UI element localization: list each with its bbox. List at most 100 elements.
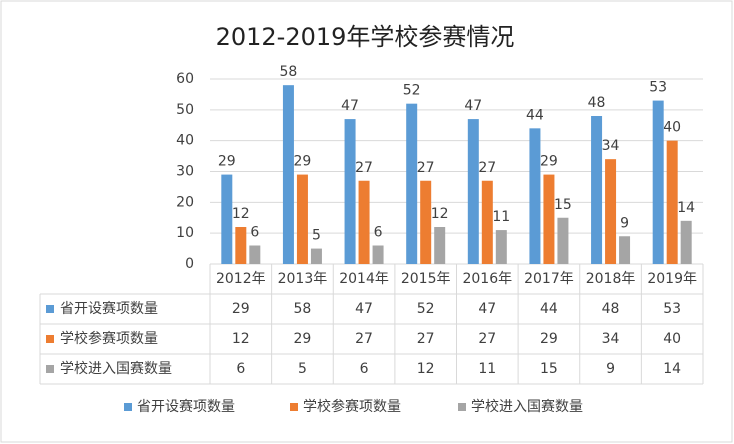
table-value: 52 xyxy=(417,301,435,317)
bar xyxy=(591,116,603,264)
bar xyxy=(481,180,493,264)
legend-key xyxy=(46,335,54,343)
bar xyxy=(310,248,322,264)
y-tick-label: 30 xyxy=(176,164,194,180)
data-label: 11 xyxy=(492,209,510,225)
table-value: 9 xyxy=(606,361,615,377)
data-label: 58 xyxy=(280,64,298,80)
table-value: 29 xyxy=(232,301,250,317)
table-value: 47 xyxy=(478,301,496,317)
legend-key xyxy=(46,365,54,373)
table-value: 11 xyxy=(478,361,496,377)
y-tick-label: 60 xyxy=(176,71,194,87)
table-value: 29 xyxy=(294,331,312,347)
bar xyxy=(420,180,432,264)
table-value: 58 xyxy=(294,301,312,317)
data-label: 6 xyxy=(374,225,383,241)
table-value: 40 xyxy=(663,331,681,347)
table-row-label: 学校参赛项数量 xyxy=(60,330,158,347)
chart-title: 2012-2019年学校参赛情况 xyxy=(216,23,515,51)
y-tick-label: 10 xyxy=(176,225,194,241)
legend-label: 省开设赛项数量 xyxy=(137,399,235,415)
bar xyxy=(495,230,507,264)
data-label: 9 xyxy=(620,215,629,231)
table-value: 27 xyxy=(478,331,496,347)
legend-key xyxy=(46,305,54,313)
legend-key xyxy=(290,403,298,411)
bar xyxy=(249,245,261,264)
bar xyxy=(296,174,308,264)
legend-label: 学校参赛项数量 xyxy=(303,398,401,415)
table-value: 6 xyxy=(360,361,369,377)
bar xyxy=(467,119,479,264)
legend-key xyxy=(458,403,466,411)
table-value: 29 xyxy=(540,331,558,347)
data-label: 52 xyxy=(403,83,421,99)
x-tick-label: 2018年 xyxy=(586,271,636,287)
bar xyxy=(605,159,617,264)
table-value: 53 xyxy=(663,301,681,317)
y-tick-label: 40 xyxy=(176,133,194,149)
x-tick-label: 2013年 xyxy=(278,271,328,287)
data-label: 6 xyxy=(250,225,259,241)
data-label: 44 xyxy=(526,107,544,123)
data-label: 29 xyxy=(540,154,558,170)
bar xyxy=(372,245,384,264)
data-label: 48 xyxy=(588,95,606,111)
legend-label: 学校进入国赛数量 xyxy=(471,398,583,415)
data-label: 14 xyxy=(677,200,695,216)
data-label: 12 xyxy=(431,206,449,222)
bar xyxy=(652,100,664,264)
table-value: 44 xyxy=(540,301,558,317)
table-value: 14 xyxy=(663,361,681,377)
table-value: 48 xyxy=(602,301,620,317)
table-value: 12 xyxy=(417,361,435,377)
x-tick-label: 2016年 xyxy=(462,271,512,287)
bar xyxy=(666,140,678,264)
x-tick-label: 2017年 xyxy=(524,271,574,287)
data-label: 53 xyxy=(649,80,667,96)
bar xyxy=(358,180,370,264)
table-value: 12 xyxy=(232,331,250,347)
x-tick-label: 2015年 xyxy=(401,271,451,287)
data-label: 12 xyxy=(232,206,250,222)
legend-key xyxy=(124,403,132,411)
data-label: 40 xyxy=(663,120,681,136)
bar xyxy=(543,174,555,264)
y-tick-label: 50 xyxy=(176,102,194,118)
bar xyxy=(235,227,247,264)
bar xyxy=(406,103,418,265)
table-value: 47 xyxy=(355,301,373,317)
table-value: 34 xyxy=(602,331,620,347)
table-row-label: 学校进入国赛数量 xyxy=(60,360,172,377)
data-label: 27 xyxy=(478,160,496,176)
data-label: 29 xyxy=(294,154,312,170)
bar xyxy=(282,85,294,265)
y-tick-label: 20 xyxy=(176,194,194,210)
data-label: 27 xyxy=(355,160,373,176)
x-tick-label: 2019年 xyxy=(647,271,697,287)
x-tick-label: 2012年 xyxy=(216,271,266,287)
table-value: 27 xyxy=(355,331,373,347)
bar xyxy=(529,128,541,264)
bar xyxy=(680,220,692,264)
x-tick-label: 2014年 xyxy=(339,271,389,287)
table-value: 6 xyxy=(236,361,245,377)
bar xyxy=(434,227,446,264)
data-label: 47 xyxy=(464,98,482,114)
table-value: 27 xyxy=(417,331,435,347)
bar xyxy=(619,236,631,264)
bar xyxy=(557,217,569,264)
bar xyxy=(221,174,233,264)
data-label: 29 xyxy=(218,154,236,170)
data-label: 5 xyxy=(312,228,321,244)
data-label: 34 xyxy=(602,138,620,154)
table-value: 5 xyxy=(298,361,307,377)
data-label: 47 xyxy=(341,98,359,114)
data-label: 27 xyxy=(417,160,435,176)
table-row-label: 省开设赛项数量 xyxy=(60,301,158,317)
table-value: 15 xyxy=(540,361,558,377)
bar xyxy=(344,119,356,264)
data-label: 15 xyxy=(554,197,572,213)
